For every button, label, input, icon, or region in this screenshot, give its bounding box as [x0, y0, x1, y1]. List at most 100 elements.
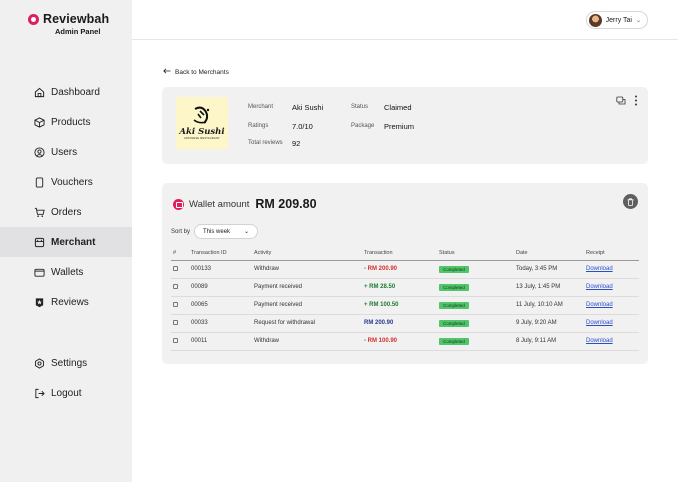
merchant-logo-title: Aki Sushi — [179, 127, 225, 137]
column-header: Transaction ID — [189, 247, 252, 261]
column-header: Receipt — [584, 247, 639, 261]
transaction-date: 9 July, 9:20 AM — [514, 314, 584, 333]
merchant-label: Merchant — [248, 104, 274, 110]
activity: Withdraw — [252, 332, 362, 351]
sidebar-nav: Dashboard Products Users Vouchers — [0, 77, 132, 317]
table-row: 00011 Withdraw - RM 100.90 Completed 8 J… — [171, 332, 639, 351]
table-header-row: # Transaction ID Activity Transaction St… — [171, 247, 639, 261]
sidebar-item-products[interactable]: Products — [0, 107, 132, 137]
top-bar: Jerry Tai ⌄ — [132, 0, 678, 40]
sort-control: Sort by This week ⌄ — [171, 224, 259, 239]
transactions-table: # Transaction ID Activity Transaction St… — [171, 247, 639, 351]
sort-select[interactable]: This week ⌄ — [194, 224, 259, 239]
transaction-amount: + RM 28.50 — [362, 278, 437, 297]
cart-icon — [33, 206, 45, 218]
row-checkbox[interactable] — [173, 319, 178, 325]
logout-icon — [33, 387, 45, 399]
status-badge: Completed — [439, 319, 469, 327]
sushi-figure-icon — [191, 106, 213, 126]
status-value: Claimed — [384, 103, 412, 112]
total-reviews-label: Total reviews — [248, 140, 283, 146]
column-header: Activity — [252, 247, 362, 261]
user-icon — [33, 146, 45, 158]
sidebar-item-label: Wallets — [51, 266, 84, 278]
chevron-down-icon: ⌄ — [635, 17, 641, 24]
transaction-date: Today, 3:45 PM — [514, 260, 584, 279]
user-menu[interactable]: Jerry Tai ⌄ — [585, 11, 648, 29]
transaction-amount: + RM 100.50 — [362, 296, 437, 315]
row-checkbox[interactable] — [173, 265, 178, 271]
sidebar-item-label: Users — [51, 146, 78, 158]
brand-logo-icon — [28, 13, 39, 25]
download-link[interactable]: Download — [586, 266, 613, 272]
more-options-icon[interactable] — [634, 93, 638, 111]
transaction-date: 8 July, 9:11 AM — [514, 332, 584, 351]
sidebar-item-users[interactable]: Users — [0, 137, 132, 167]
transaction-amount: RM 200.90 — [362, 314, 437, 333]
table-row: 00033 Request for withdrawal RM 200.90 C… — [171, 314, 639, 333]
table-row: 00065 Payment received + RM 100.50 Compl… — [171, 296, 639, 315]
wallet-icon — [173, 198, 184, 210]
wallet-amount: RM 209.80 — [255, 197, 317, 211]
sidebar-item-label: Dashboard — [51, 86, 100, 98]
activity: Payment received — [252, 296, 362, 315]
star-icon — [33, 296, 45, 308]
sidebar-item-vouchers[interactable]: Vouchers — [0, 167, 132, 197]
row-checkbox[interactable] — [173, 283, 178, 289]
transaction-id: 000133 — [189, 260, 252, 279]
delete-button[interactable] — [623, 194, 638, 209]
sidebar-item-orders[interactable]: Orders — [0, 197, 132, 227]
sidebar: Reviewbah Admin Panel Dashboard Products — [0, 0, 132, 482]
download-link[interactable]: Download — [586, 284, 613, 290]
activity: Payment received — [252, 278, 362, 297]
status-badge: Completed — [439, 337, 469, 345]
user-name: Jerry Tai — [605, 16, 632, 24]
status-label: Status — [351, 104, 369, 110]
voucher-icon — [33, 176, 45, 188]
brand: Reviewbah Admin Panel — [28, 12, 128, 36]
wallet-label: Wallet amount — [189, 198, 250, 210]
row-checkbox[interactable] — [173, 337, 178, 343]
message-icon[interactable] — [616, 93, 626, 111]
sidebar-item-merchant[interactable]: Merchant — [0, 227, 132, 257]
sidebar-item-logout[interactable]: Logout — [0, 378, 132, 408]
status-badge: Completed — [439, 301, 469, 309]
package-value: Premium — [384, 122, 415, 131]
transaction-date: 11 July, 10:10 AM — [514, 296, 584, 315]
sort-label: Sort by — [171, 228, 191, 235]
download-link[interactable]: Download — [586, 338, 613, 344]
store-icon — [33, 236, 45, 248]
brand-subtitle: Admin Panel — [55, 27, 101, 36]
table-row: 000133 Withdraw - RM 200.90 Completed To… — [171, 260, 639, 279]
chevron-down-icon: ⌄ — [243, 229, 250, 235]
trash-icon — [627, 193, 634, 211]
transaction-id: 00033 — [189, 314, 252, 333]
ratings-label: Ratings — [248, 123, 269, 129]
sidebar-item-label: Vouchers — [51, 176, 93, 188]
row-checkbox[interactable] — [173, 301, 178, 307]
wallet-card: Wallet amount RM 209.80 Sort by This wee… — [162, 183, 648, 364]
back-to-merchants-link[interactable]: Back to Merchants — [163, 68, 229, 76]
sidebar-item-settings[interactable]: Settings — [0, 348, 132, 378]
sidebar-item-label: Merchant — [51, 236, 96, 248]
sidebar-item-label: Logout — [51, 387, 82, 399]
sidebar-item-wallets[interactable]: Wallets — [0, 257, 132, 287]
transaction-id: 00089 — [189, 278, 252, 297]
sidebar-item-dashboard[interactable]: Dashboard — [0, 77, 132, 107]
merchant-value: Aki Sushi — [292, 103, 324, 112]
download-link[interactable]: Download — [586, 320, 613, 326]
sidebar-item-label: Settings — [51, 357, 88, 369]
sidebar-item-label: Orders — [51, 206, 82, 218]
status-badge: Completed — [439, 265, 469, 273]
table-row: 00089 Payment received + RM 28.50 Comple… — [171, 278, 639, 297]
merchant-logo-tagline: JAPANESE RESTAURANT — [183, 137, 221, 140]
transaction-date: 13 July, 1:45 PM — [514, 278, 584, 297]
sidebar-item-reviews[interactable]: Reviews — [0, 287, 132, 317]
package-label: Package — [351, 123, 375, 129]
transaction-amount: - RM 200.90 — [362, 260, 437, 279]
sidebar-item-label: Products — [51, 116, 91, 128]
column-header: # — [171, 247, 189, 261]
download-link[interactable]: Download — [586, 302, 613, 308]
sidebar-item-label: Reviews — [51, 296, 89, 308]
